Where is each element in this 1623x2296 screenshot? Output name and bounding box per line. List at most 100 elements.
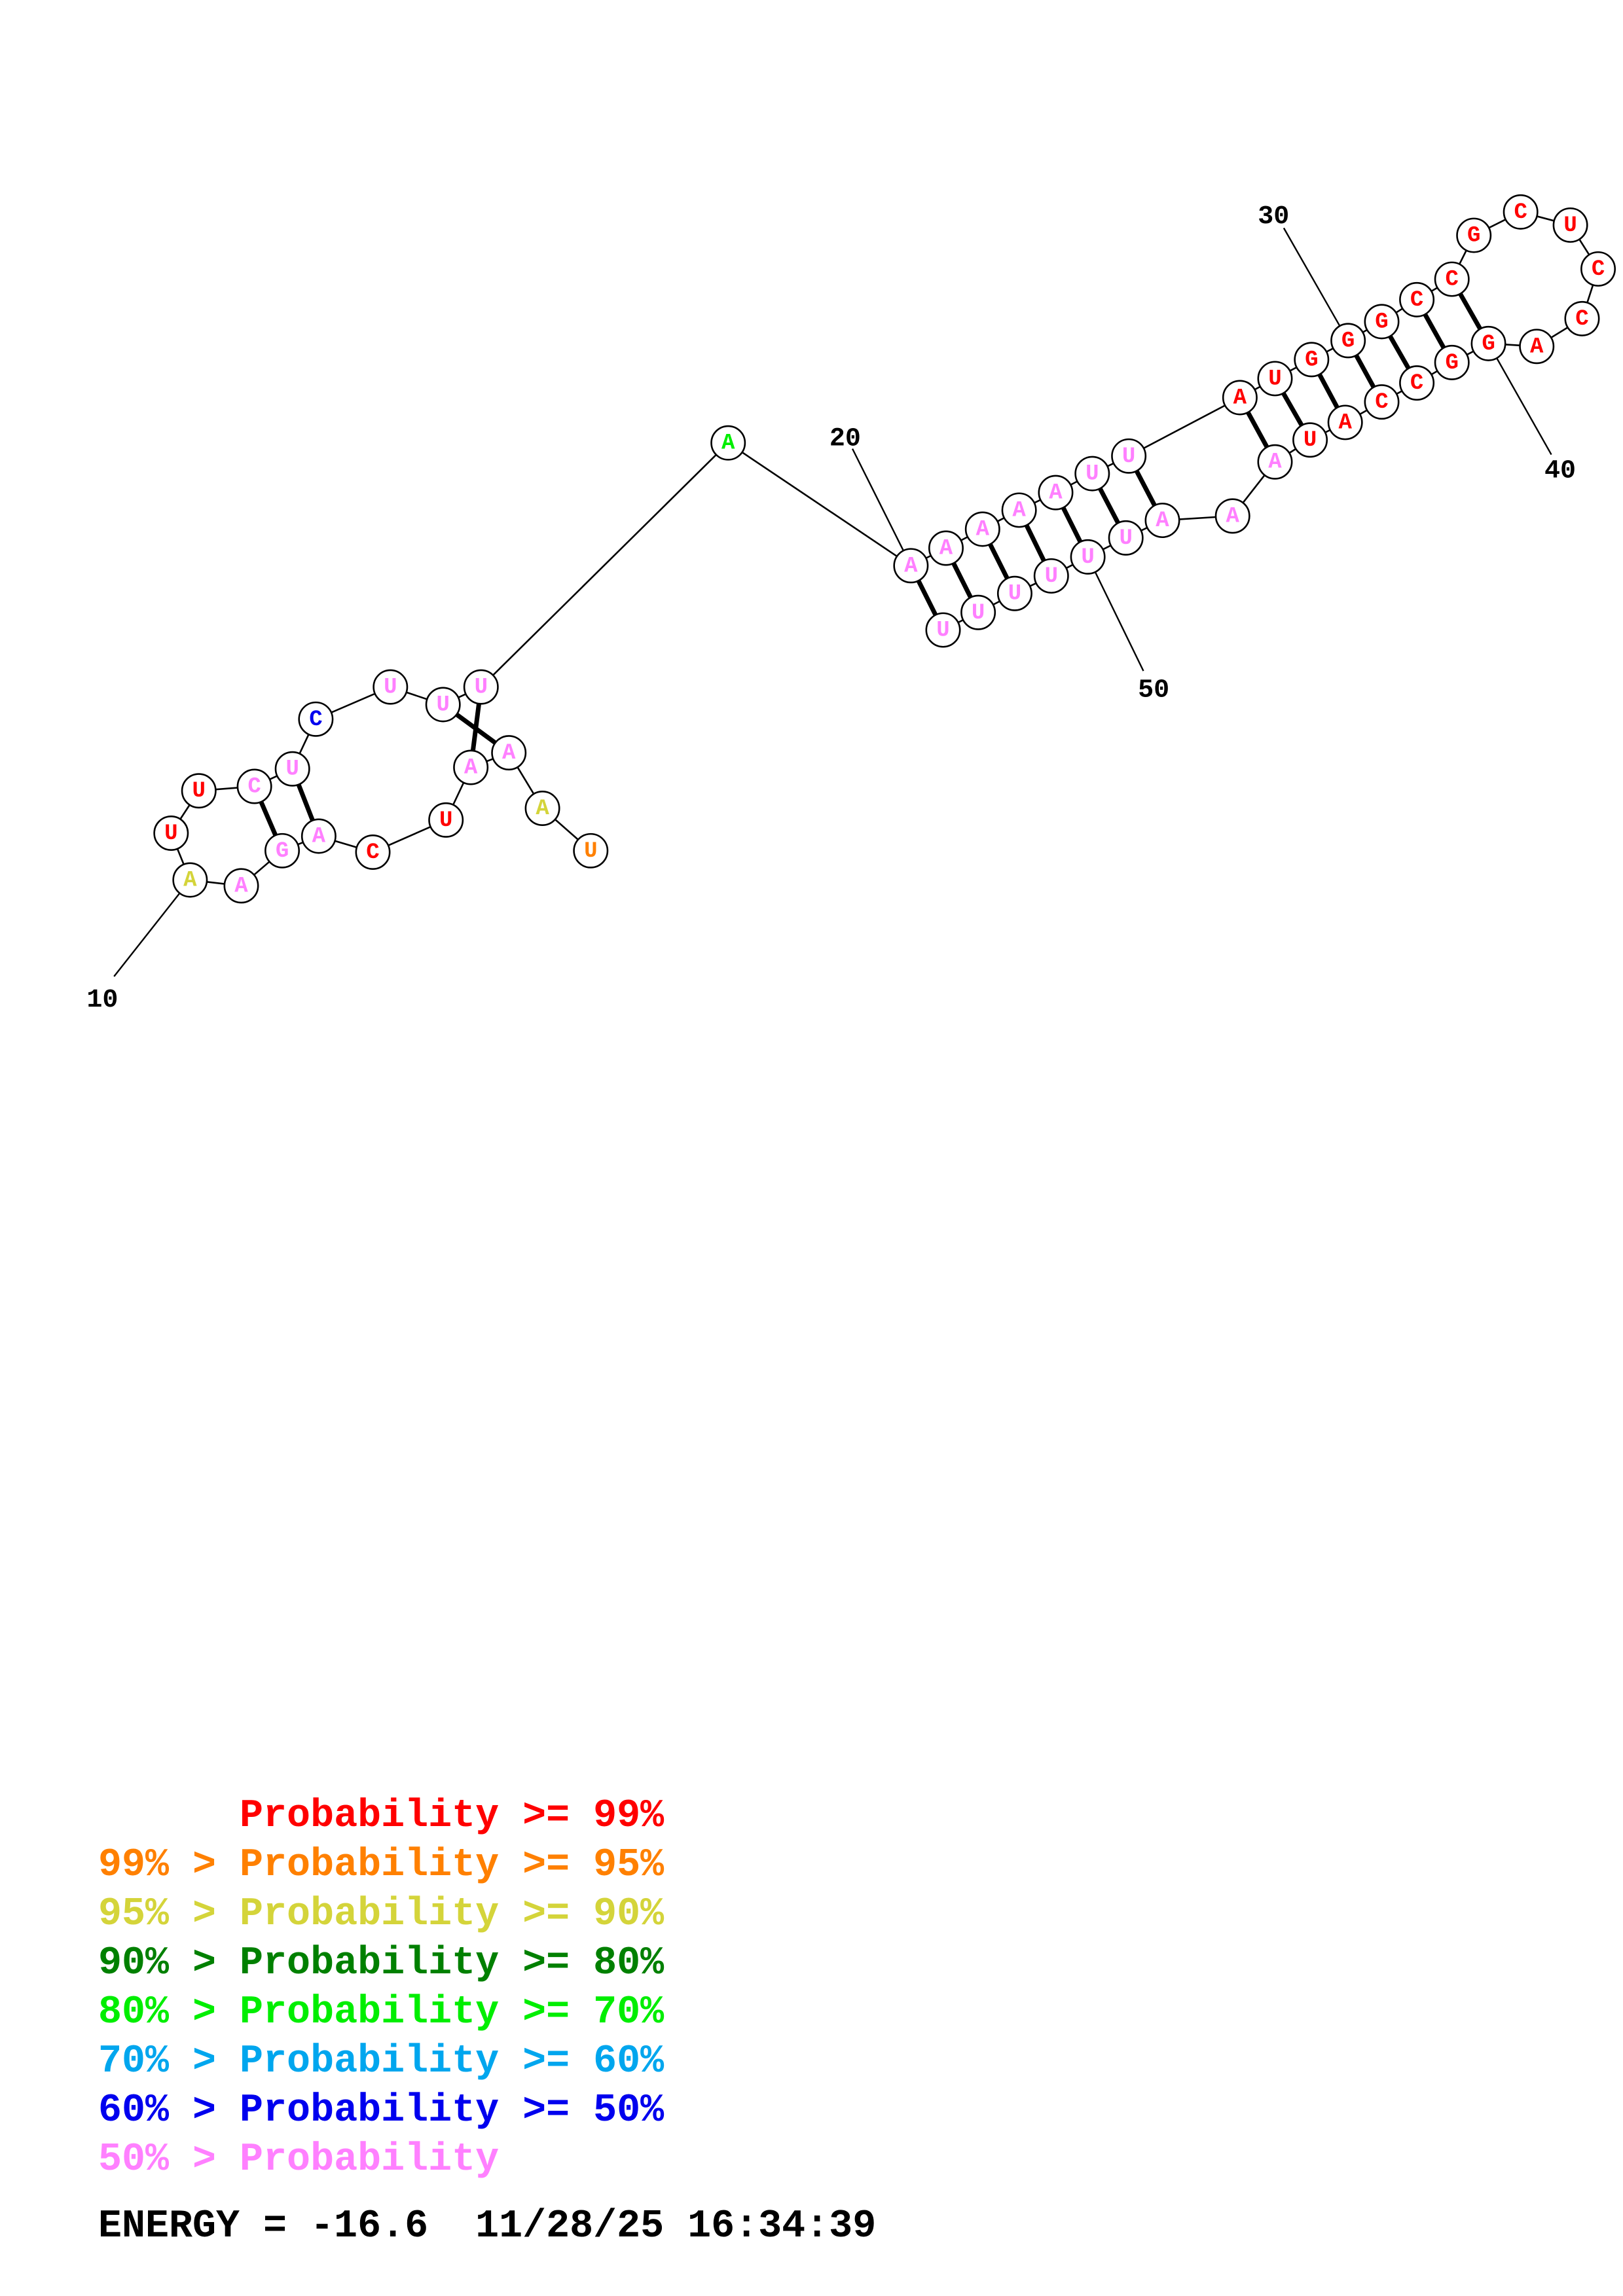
backbone-segment bbox=[480, 442, 729, 688]
nucleotide-node: U bbox=[1074, 456, 1110, 492]
nucleotide-node: U bbox=[1070, 539, 1106, 575]
nucleotide-circle bbox=[1399, 365, 1435, 401]
legend-row: 80% > Probability >= 70% bbox=[98, 1988, 664, 2037]
nucleotide-letter: U bbox=[1081, 545, 1094, 570]
legend-prefix: 80% > bbox=[98, 1990, 240, 2035]
nucleotide-circle bbox=[1214, 498, 1250, 534]
nucleotide-node: U bbox=[1292, 422, 1328, 458]
nucleotide-node: A bbox=[223, 868, 259, 904]
legend-text: Probability >= 80% bbox=[240, 1941, 665, 1986]
nucleotide-letter: G bbox=[1375, 310, 1388, 334]
nucleotide-node: U bbox=[1111, 438, 1147, 474]
nucleotide-node: C bbox=[355, 834, 391, 870]
nucleotide-node: C bbox=[1399, 365, 1435, 401]
legend-text: Probability >= 60% bbox=[240, 2039, 665, 2084]
nucleotide-node: G bbox=[1330, 323, 1366, 359]
legend-row: 99% > Probability >= 95% bbox=[98, 1841, 664, 1890]
nucleotide-letter: A bbox=[1338, 410, 1352, 435]
energy-timestamp-line: ENERGY = -16.6 11/28/25 16:34:39 bbox=[98, 2204, 877, 2249]
nucleotide-letter: G bbox=[1445, 351, 1458, 376]
nucleotide-node: U bbox=[1552, 207, 1588, 243]
nucleotide-letter: A bbox=[1012, 498, 1026, 523]
nucleotide-node: G bbox=[1294, 342, 1330, 378]
position-number-label: 10 bbox=[86, 986, 118, 1015]
nucleotide-letter: U bbox=[285, 757, 299, 782]
nucleotide-node: A bbox=[524, 791, 560, 827]
nucleotide-node: C bbox=[298, 701, 334, 737]
nucleotide-node: U bbox=[1257, 361, 1293, 397]
nucleotide-node: U bbox=[428, 802, 464, 838]
nucleotide-circle bbox=[893, 548, 929, 584]
nucleotide-letter: C bbox=[1445, 268, 1458, 293]
nucleotide-circle bbox=[1364, 384, 1400, 420]
nucleotide-letter: U bbox=[1563, 213, 1577, 238]
nucleotide-letter: U bbox=[1122, 444, 1135, 469]
nucleotide-letter: U bbox=[384, 675, 397, 700]
nucleotide-node: A bbox=[1257, 444, 1293, 480]
nucleotide-node: A bbox=[928, 530, 964, 566]
nucleotide-letter: U bbox=[584, 839, 597, 864]
nucleotide-circle bbox=[1292, 422, 1328, 458]
nucleotide-letter: A bbox=[1049, 481, 1063, 506]
nucleotide-letter: C bbox=[1375, 390, 1388, 415]
legend-prefix: 95% > bbox=[98, 1892, 240, 1937]
nucleotide-letter: A bbox=[1233, 386, 1247, 410]
legend-row: 50% > Probability bbox=[98, 2136, 664, 2185]
nucleotide-letter: G bbox=[1305, 348, 1318, 372]
legend-text: Probability >= 90% bbox=[240, 1892, 665, 1937]
number-tick bbox=[851, 448, 912, 566]
nucleotide-circle bbox=[264, 833, 301, 869]
nucleotide-letter: C bbox=[1410, 288, 1423, 313]
nucleotide-letter: G bbox=[1341, 329, 1355, 353]
nucleotide-letter: U bbox=[1008, 582, 1021, 607]
number-tick bbox=[113, 879, 191, 977]
nucleotide-letter: A bbox=[464, 756, 478, 781]
nucleotide-letter: G bbox=[1467, 224, 1480, 249]
nucleotide-circle bbox=[236, 768, 272, 804]
nucleotide-node: A bbox=[491, 735, 527, 771]
nucleotide-circle bbox=[524, 791, 560, 827]
nucleotide-letter: G bbox=[276, 839, 289, 864]
nucleotide-circle bbox=[1456, 217, 1492, 253]
number-tick bbox=[1487, 343, 1552, 456]
nucleotide-node: G bbox=[1470, 325, 1506, 361]
nucleotide-circle bbox=[463, 669, 499, 705]
legend-prefix bbox=[98, 1794, 240, 1839]
nucleotide-letter: U bbox=[1119, 526, 1132, 551]
nucleotide-circle bbox=[428, 802, 464, 838]
nucleotide-node: U bbox=[425, 687, 461, 723]
number-tick bbox=[1283, 227, 1349, 341]
nucleotide-letter: A bbox=[536, 797, 549, 821]
nucleotide-letter: C bbox=[1575, 307, 1588, 332]
nucleotide-circle bbox=[996, 575, 1032, 611]
nucleotide-letter: U bbox=[1085, 462, 1099, 487]
nucleotide-node: U bbox=[274, 751, 310, 787]
nucleotide-circle bbox=[172, 862, 208, 898]
nucleotide-circle bbox=[925, 612, 961, 648]
position-number-label: 40 bbox=[1544, 457, 1576, 486]
nucleotide-circle bbox=[1503, 194, 1539, 230]
nucleotide-letter: U bbox=[1045, 564, 1058, 589]
legend-prefix: 90% > bbox=[98, 1941, 240, 1986]
nucleotide-circle bbox=[1108, 520, 1144, 556]
nucleotide-node: A bbox=[1222, 380, 1258, 416]
nucleotide-circle bbox=[355, 834, 391, 870]
nucleotide-node: U bbox=[960, 594, 996, 630]
nucleotide-letter: A bbox=[939, 537, 953, 562]
nucleotide-circle bbox=[274, 751, 310, 787]
legend-text: Probability bbox=[240, 2138, 500, 2182]
nucleotide-node: U bbox=[996, 575, 1032, 611]
nucleotide-circle bbox=[710, 425, 746, 461]
legend-row: 95% > Probability >= 90% bbox=[98, 1890, 664, 1939]
nucleotide-circle bbox=[1327, 404, 1363, 440]
nucleotide-node: U bbox=[463, 669, 499, 705]
nucleotide-letter: U bbox=[439, 808, 452, 833]
nucleotide-circle bbox=[1519, 329, 1555, 365]
nucleotide-node: U bbox=[181, 773, 217, 809]
nucleotide-node: A bbox=[1519, 329, 1555, 365]
legend-row: 90% > Probability >= 80% bbox=[98, 1939, 664, 1988]
nucleotide-circle bbox=[1470, 325, 1506, 361]
legend-text: Probability >= 99% bbox=[240, 1794, 665, 1839]
nucleotide-circle bbox=[1144, 503, 1180, 539]
